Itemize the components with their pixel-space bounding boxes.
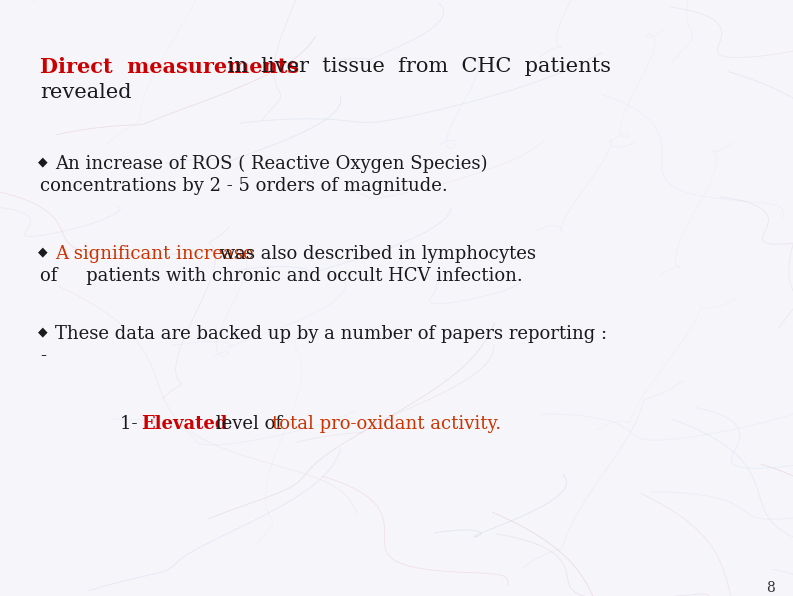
Text: total pro-oxidant activity.: total pro-oxidant activity.	[272, 415, 501, 433]
Text: 1-: 1-	[120, 415, 144, 433]
Text: A significant increase: A significant increase	[55, 245, 254, 263]
Text: ◆: ◆	[38, 325, 48, 338]
Text: 8: 8	[766, 581, 775, 595]
Text: Direct  measurements: Direct measurements	[40, 57, 299, 77]
Text: These data are backed up by a number of papers reporting :: These data are backed up by a number of …	[55, 325, 607, 343]
Text: Elevated: Elevated	[141, 415, 228, 433]
Text: -: -	[40, 347, 46, 365]
Text: was also described in lymphocytes: was also described in lymphocytes	[214, 245, 536, 263]
Text: revealed: revealed	[40, 83, 132, 102]
Text: ◆: ◆	[38, 155, 48, 168]
Text: ◆: ◆	[38, 245, 48, 258]
Text: An increase of ROS ( Reactive Oxygen Species): An increase of ROS ( Reactive Oxygen Spe…	[55, 155, 488, 173]
Text: concentrations by 2 - 5 orders of magnitude.: concentrations by 2 - 5 orders of magnit…	[40, 177, 448, 195]
Text: in  liver  tissue  from  CHC  patients: in liver tissue from CHC patients	[221, 57, 611, 76]
Text: level of: level of	[210, 415, 288, 433]
Text: of     patients with chronic and occult HCV infection.: of patients with chronic and occult HCV …	[40, 267, 523, 285]
